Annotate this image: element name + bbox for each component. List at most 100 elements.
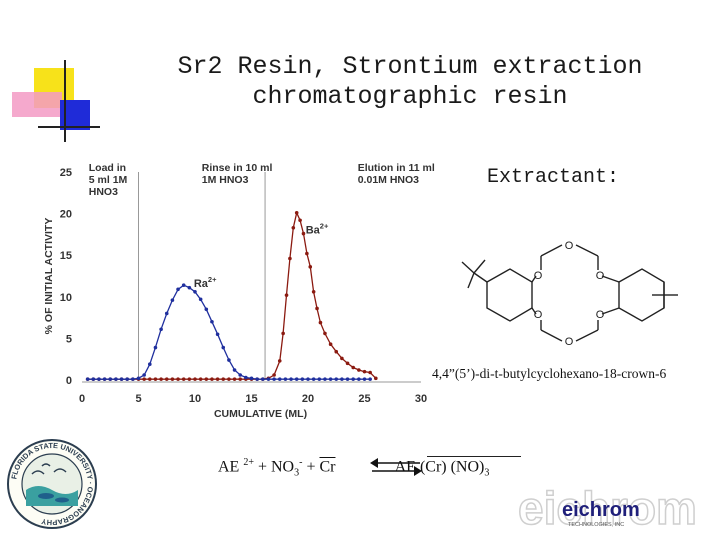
title-line-2: chromatographic resin: [252, 82, 568, 111]
data-point-ba2: [318, 320, 323, 325]
data-point-ba2: [351, 365, 356, 370]
region-label-line: 1M HNO3: [202, 174, 249, 186]
data-point-ra2: [255, 377, 259, 381]
y-tick-label: 0: [66, 375, 72, 387]
data-point-ra2: [119, 377, 124, 381]
data-point-ra2: [261, 377, 265, 381]
data-point-ba2: [227, 377, 231, 381]
data-point-ra2: [300, 377, 305, 381]
data-point-ba2: [368, 370, 372, 375]
data-point-ba2: [193, 377, 197, 381]
data-point-ba2: [323, 331, 327, 336]
series-line-ba2: [87, 210, 377, 380]
data-point-ra2: [176, 287, 180, 292]
oxygen-atom-upper-right: O: [596, 270, 605, 282]
data-point-ra2: [362, 377, 367, 381]
data-point-ba2: [288, 256, 292, 261]
data-point-ra2: [368, 377, 372, 381]
data-point-ba2: [374, 376, 378, 381]
data-point-ba2: [238, 377, 242, 381]
data-point-ba2: [204, 377, 209, 381]
data-point-ra2: [97, 377, 101, 381]
data-point-ra2: [215, 332, 220, 337]
region-label-line: Elution in 11 ml: [358, 162, 435, 174]
eq-plus-1: +: [257, 458, 267, 476]
data-point-ba2: [210, 377, 214, 381]
annotation-charge: 2+: [320, 222, 329, 231]
data-point-ra2: [193, 290, 197, 294]
y-tick-label: 5: [66, 333, 72, 345]
data-point-ra2: [306, 377, 310, 381]
data-point-ra2: [317, 377, 322, 381]
data-point-ba2: [308, 265, 313, 269]
x-tick-label: 5: [135, 393, 141, 405]
data-point-ra2: [351, 377, 356, 381]
extractant-label: Extractant:: [487, 166, 620, 189]
data-point-ba2: [311, 290, 316, 294]
data-point-ba2: [221, 377, 226, 381]
deco-horizontal-line: [38, 126, 100, 128]
annotation-charge: 2+: [208, 275, 217, 284]
data-point-ba2: [305, 251, 309, 256]
logo-subtext: TECHNOLOGIES, INC: [568, 522, 624, 528]
left-cyclohexane-ring: [486, 268, 533, 322]
equation-overline: [427, 456, 521, 457]
y-tick-label: 15: [60, 250, 72, 262]
data-point-ba2: [315, 306, 319, 311]
region-label-3: Elution in 11 ml 0.01M HNO3: [358, 162, 435, 186]
oxygen-atom-bottom: O: [565, 336, 574, 348]
data-point-ra2: [181, 283, 186, 287]
eichrom-logo: eichrom eichrom TECHNOLOGIES, INC: [517, 481, 697, 535]
data-point-ba2: [142, 377, 146, 381]
oxygen-atom-lower-right: O: [596, 309, 605, 321]
eq-ion-charge: 2+: [243, 457, 254, 468]
data-point-ra2: [340, 377, 344, 381]
data-point-ra2: [159, 327, 163, 332]
x-tick-label: 30: [415, 393, 427, 405]
data-point-ba2: [284, 293, 289, 297]
data-point-ra2: [232, 368, 237, 372]
deco-pink-square: [12, 92, 62, 117]
eq-nitrate-sub: 3: [294, 467, 300, 479]
data-point-ba2: [159, 377, 163, 381]
x-tick-label: 0: [79, 393, 85, 405]
region-label-line: Load in: [89, 162, 126, 174]
data-point-ba2: [198, 377, 203, 381]
data-point-ra2: [102, 377, 107, 381]
data-point-ba2: [345, 361, 350, 366]
data-point-ba2: [187, 377, 192, 381]
data-point-ra2: [153, 345, 158, 350]
data-point-ra2: [283, 377, 288, 381]
data-point-ba2: [176, 377, 180, 381]
data-point-ra2: [142, 373, 146, 377]
series-annotation-1: Ba2+: [306, 222, 329, 237]
data-point-ba2: [328, 342, 333, 347]
data-point-ra2: [266, 377, 271, 381]
x-tick-label: 15: [245, 393, 257, 405]
x-axis-label: CUMULATIVE (ML): [214, 408, 307, 420]
region-label-line: 0.01M HNO3: [358, 174, 419, 186]
data-point-ba2: [340, 356, 344, 361]
data-point-ra2: [277, 377, 282, 381]
region-label-2: Rinse in 10 ml 1M HNO3: [202, 162, 273, 186]
data-point-ba2: [232, 377, 237, 381]
data-point-ra2: [294, 377, 299, 381]
region-label-line: Rinse in 10 ml: [202, 162, 273, 174]
data-point-ba2: [334, 349, 339, 354]
data-point-ra2: [164, 311, 169, 316]
data-point-ba2: [153, 377, 158, 381]
data-point-ba2: [357, 368, 361, 372]
data-point-ra2: [311, 377, 316, 381]
oxygen-atom-top: O: [565, 240, 574, 252]
data-point-ba2: [298, 218, 302, 223]
annotation-ion: Ra: [194, 278, 209, 290]
region-label-line: 5 ml 1M: [89, 174, 128, 186]
x-tick-label: 10: [189, 393, 201, 405]
data-point-ra2: [114, 377, 118, 381]
region-label-1: Load in 5 ml 1M HNO3: [89, 162, 128, 198]
data-point-ra2: [136, 376, 141, 381]
data-point-ba2: [272, 373, 276, 377]
data-point-ra2: [345, 377, 350, 381]
data-point-ra2: [272, 377, 276, 381]
y-tick-label: 20: [60, 209, 72, 221]
